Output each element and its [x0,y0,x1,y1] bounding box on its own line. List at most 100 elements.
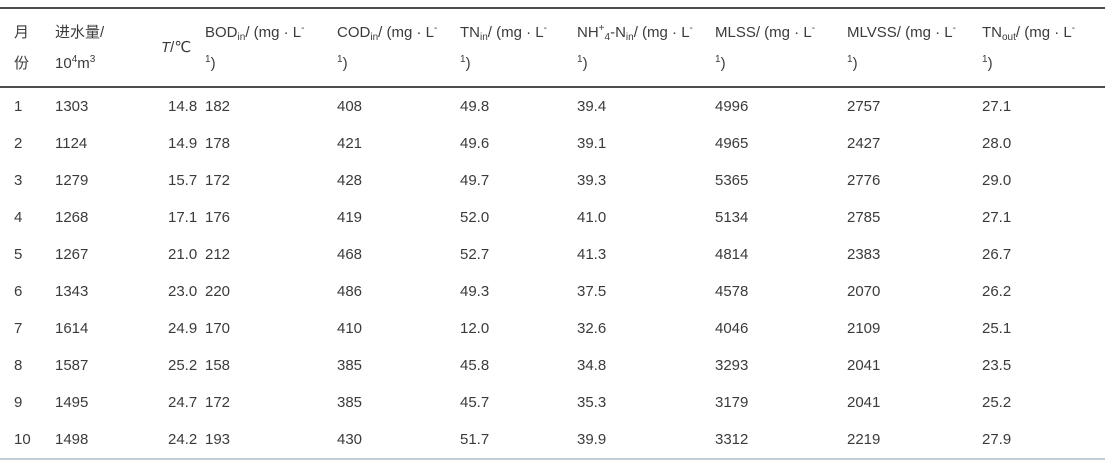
cell-tn-in: 45.8 [460,357,490,374]
table-row-month-3: 3 1279 15.7 172 428 49.7 39.3 5365 2776 29.0 [0,162,1105,199]
cell-influent-volume: 1498 [55,421,161,460]
cell-temperature: 25.2 [168,357,198,374]
cell-tn-out: 26.7 [982,246,1012,263]
cell-nh4-n-in: 32.6 [577,320,607,337]
cell-month: 1 [14,98,23,115]
cell-bod-in: 220 [205,283,231,300]
column-header-month: 月份 [14,23,30,72]
cell-month: 5 [14,246,23,263]
cell-mlvss: 2070 [847,283,881,300]
cell-bod-in: 176 [205,209,231,226]
cell-temperature: 15.7 [168,172,198,189]
cell-month: 8 [14,357,23,374]
cell-influent-volume: 1614 [55,320,89,337]
cell-bod-in: 172 [205,394,231,411]
cell-mlvss: 2785 [847,209,881,226]
cell-tn-out: 25.1 [982,320,1012,337]
cell-mlss: 4578 [715,283,749,300]
cell-cod-in: 421 [337,135,363,152]
column-header-tn-in: TNin/ (mg · L- 1) [460,22,547,72]
cell-mlvss: 2041 [847,357,881,374]
cell-nh4-n-in: 39.1 [577,135,607,152]
cell-influent-volume: 1587 [55,357,89,374]
cell-temperature: 21.0 [168,246,198,263]
cell-tn-in: 49.7 [460,172,490,189]
cell-mlvss: 2427 [847,135,881,152]
cell-tn-in: 51.7 [460,421,577,460]
cell-bod-in: 158 [205,357,231,374]
cell-cod-in: 385 [337,394,363,411]
cell-tn-out: 26.2 [982,283,1012,300]
cell-month: 7 [14,320,23,337]
cell-mlss: 4814 [715,246,749,263]
cell-mlvss: 2383 [847,246,881,263]
cell-temperature: 14.8 [168,98,198,115]
table-header: 月份进水量/104m3 T/℃ BODin/ (mg · L- 1) CODin/ (m… [0,8,1105,87]
cell-influent-volume: 1268 [55,209,89,226]
cell-bod-in: 172 [205,172,231,189]
cell-month: 2 [14,135,23,152]
table-row-month-2: 2 1124 14.9 178 421 49.6 39.1 4965 2427 28.0 [0,125,1105,162]
table-header-row: 月份进水量/104m3 T/℃ BODin/ (mg · L- 1) CODin/ (m… [0,8,1105,87]
cell-month: 10 [0,421,55,460]
column-header-nh4-n-in: NH+4-Nin/ (mg · L- 1) [577,22,693,72]
column-header-mlvss: MLVSS/ (mg · L- 1) [847,22,956,72]
table-row-month-6: 6 1343 23.0 220 486 49.3 37.5 4578 2070 26.2 [0,273,1105,310]
cell-influent-volume: 1303 [55,98,89,115]
cell-bod-in: 212 [205,246,231,263]
table-row-month-4: 4 1268 17.1 176 419 52.0 41.0 5134 2785 27.1 [0,199,1105,236]
cell-nh4-n-in: 39.3 [577,172,607,189]
cell-month: 6 [14,283,23,300]
table-row-month-9: 9 1495 24.7 172 385 45.7 35.3 3179 2041 25.2 [0,384,1105,421]
cell-influent-volume: 1343 [55,283,89,300]
cell-influent-volume: 1495 [55,394,89,411]
cell-cod-in: 468 [337,246,363,263]
cell-tn-out: 29.0 [982,172,1012,189]
cell-mlss: 5365 [715,172,749,189]
cell-bod-in: 182 [205,98,231,115]
cell-tn-out: 28.0 [982,135,1012,152]
cell-influent-volume: 1279 [55,172,89,189]
cell-nh4-n-in: 41.0 [577,209,607,226]
cell-mlss: 5134 [715,209,749,226]
table-row-month-10: 10 1498 24.2 193 430 51.7 39.9 3312 2219 27.9 [0,421,1105,460]
cell-influent-volume: 1124 [55,135,88,152]
cell-nh4-n-in: 41.3 [577,246,607,263]
table-row-month-1: 1 1303 14.8 182 408 49.8 39.4 4996 2757 27.1 [0,87,1105,125]
cell-nh4-n-in: 37.5 [577,283,607,300]
cell-cod-in: 410 [337,320,363,337]
cell-tn-in: 12.0 [460,320,490,337]
cell-mlss: 4965 [715,135,749,152]
cell-temperature: 23.0 [168,283,198,300]
cell-tn-out: 27.1 [982,98,1012,115]
cell-mlvss: 2757 [847,98,881,115]
cell-tn-out: 27.1 [982,209,1012,226]
cell-nh4-n-in: 39.9 [577,421,715,460]
cell-tn-in: 52.0 [460,209,490,226]
table-row-month-8: 8 1587 25.2 158 385 45.8 34.8 3293 2041 23.5 [0,347,1105,384]
cell-month: 4 [14,209,23,226]
column-header-cod-in: CODin/ (mg · L- 1) [337,22,438,72]
table-row-month-5: 5 1267 21.0 212 468 52.7 41.3 4814 2383 26.7 [0,236,1105,273]
cell-tn-out: 27.9 [982,421,1105,460]
table-body: 1 1303 14.8 182 408 49.8 39.4 4996 2757 27.1 2 1124… [0,87,1105,460]
cell-tn-in: 49.6 [460,135,490,152]
cell-bod-in: 193 [205,421,337,460]
cell-cod-in: 428 [337,172,363,189]
cell-mlss: 4046 [715,320,749,337]
cell-month: 3 [14,172,23,189]
column-header-influent-volume: 进水量/104m3 [55,23,105,72]
cell-tn-in: 49.3 [460,283,490,300]
cell-nh4-n-in: 39.4 [577,98,607,115]
cell-cod-in: 430 [337,421,460,460]
monthly-water-quality-table: 月份进水量/104m3 T/℃ BODin/ (mg · L- 1) CODin/ (m… [0,7,1105,460]
cell-temperature: 24.2 [161,421,205,460]
cell-mlss: 4996 [715,98,749,115]
cell-temperature: 14.9 [168,135,198,152]
cell-mlss: 3312 [715,421,847,460]
cell-mlss: 3179 [715,394,749,411]
cell-bod-in: 170 [205,320,231,337]
cell-nh4-n-in: 35.3 [577,394,607,411]
cell-cod-in: 385 [337,357,363,374]
